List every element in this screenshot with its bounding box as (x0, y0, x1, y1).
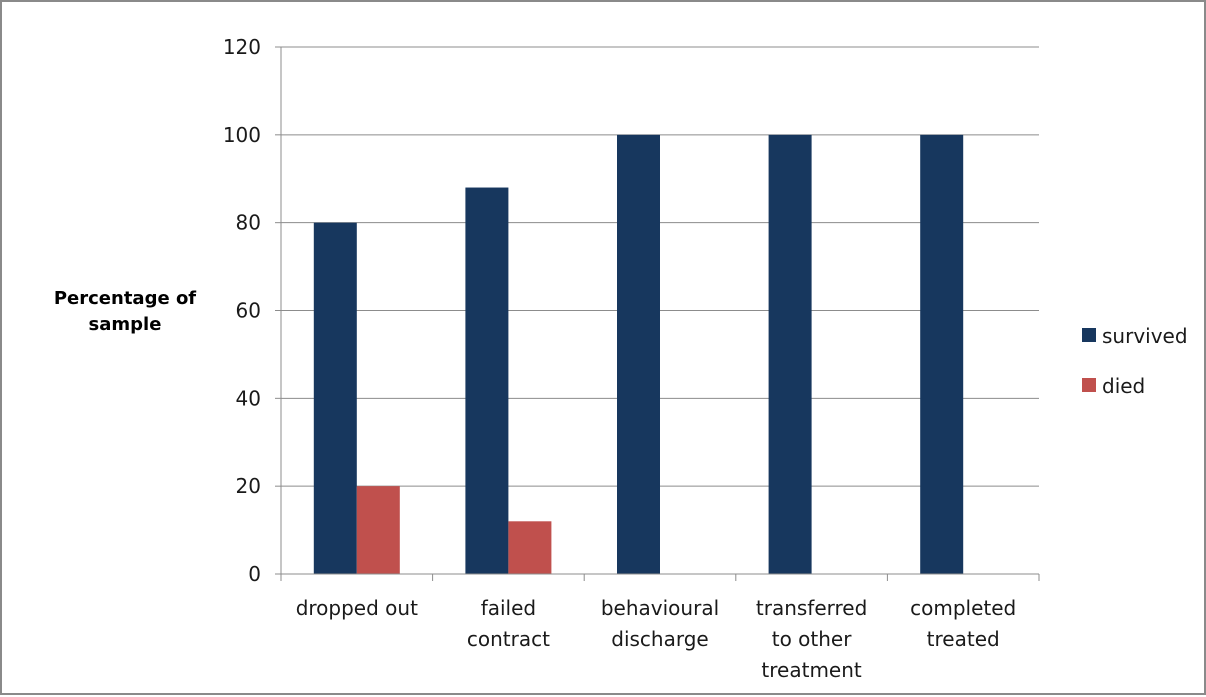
y-axis-label-line: Percentage of (54, 288, 196, 309)
legend-swatch-survived (1082, 328, 1096, 342)
x-category-label: treated (927, 627, 1000, 651)
bar-survived (465, 187, 509, 575)
legend-label-survived: survived (1102, 324, 1188, 348)
y-tick-label: 40 (236, 386, 261, 410)
bar-died (508, 521, 552, 574)
y-tick-label: 80 (236, 211, 261, 235)
bars (313, 134, 964, 575)
x-category-label: to other (772, 627, 852, 651)
bar-survived (920, 134, 964, 575)
x-category-label: discharge (611, 627, 708, 651)
x-category-label: behavioural (601, 596, 719, 620)
x-category-label: failed (481, 596, 536, 620)
x-category-label: transferred (756, 596, 867, 620)
legend-swatch-died (1082, 378, 1096, 392)
legend-label-died: died (1102, 374, 1145, 398)
x-category-labels: dropped out failed contract behavioural disc… (296, 596, 1017, 682)
y-tick-label: 60 (236, 299, 261, 323)
bar-survived (313, 222, 357, 574)
x-category-label: contract (467, 627, 550, 651)
bar-survived (617, 134, 660, 575)
legend: survived died (1082, 324, 1188, 398)
y-tick-label: 0 (248, 562, 261, 586)
y-tick-label: 120 (223, 35, 261, 59)
x-category-label: treatment (761, 658, 861, 682)
y-tick-label: 20 (236, 474, 261, 498)
y-axis-label: Percentage of sample (54, 288, 196, 335)
bar-survived (768, 134, 812, 575)
x-category-label: completed (910, 596, 1016, 620)
x-category-label: dropped out (296, 596, 418, 620)
y-tick-labels: 0 20 40 60 80 100 120 (223, 35, 261, 586)
axes (275, 46, 1040, 581)
bar-died (356, 486, 400, 574)
y-axis-label-line: sample (89, 314, 162, 335)
y-tick-label: 100 (223, 123, 261, 147)
